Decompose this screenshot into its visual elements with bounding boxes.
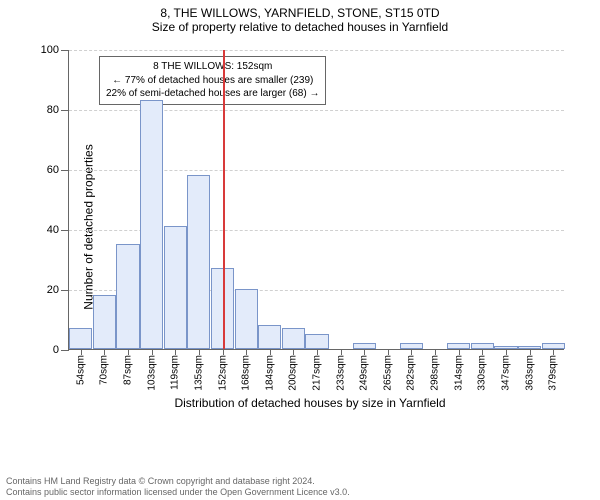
y-tick (61, 350, 69, 351)
x-tick-label: 249sqm (359, 355, 370, 391)
y-tick-label: 100 (41, 44, 59, 56)
x-tick-label: 135sqm (193, 355, 204, 391)
plot-area: 8 THE WILLOWS: 152sqm ← 77% of detached … (68, 50, 564, 350)
annotation-box: 8 THE WILLOWS: 152sqm ← 77% of detached … (99, 56, 326, 105)
page-title: 8, THE WILLOWS, YARNFIELD, STONE, ST15 0… (0, 0, 600, 20)
annotation-line3: 22% of semi-detached houses are larger (… (106, 87, 319, 101)
grid-line (69, 50, 564, 51)
x-tick-label: 363sqm (524, 355, 535, 391)
y-tick (61, 50, 69, 51)
y-tick-label: 60 (47, 164, 59, 176)
bar (116, 244, 139, 349)
x-tick-label: 298sqm (430, 355, 441, 391)
y-tick (61, 230, 69, 231)
x-tick-label: 70sqm (99, 355, 110, 385)
bar (164, 226, 187, 349)
footer: Contains HM Land Registry data © Crown c… (6, 476, 350, 499)
x-tick-label: 119sqm (170, 355, 181, 390)
x-tick-label: 314sqm (453, 355, 464, 391)
annotation-line2: ← 77% of detached houses are smaller (23… (106, 74, 319, 88)
bar (187, 175, 210, 349)
y-tick (61, 110, 69, 111)
x-tick-label: 87sqm (123, 355, 134, 385)
bar (69, 328, 92, 349)
x-tick-label: 282sqm (406, 355, 417, 391)
page-subtitle: Size of property relative to detached ho… (0, 20, 600, 34)
x-tick-label: 217sqm (312, 355, 323, 391)
y-tick-label: 80 (47, 104, 59, 116)
x-tick-label: 233sqm (335, 355, 346, 391)
x-tick-label: 265sqm (382, 355, 393, 391)
y-tick (61, 170, 69, 171)
bar (140, 100, 163, 349)
x-tick-label: 54sqm (75, 355, 86, 385)
footer-line1: Contains HM Land Registry data © Crown c… (6, 476, 350, 487)
y-tick-label: 20 (47, 284, 59, 296)
x-tick-label: 152sqm (217, 355, 228, 391)
y-tick-label: 0 (53, 344, 59, 356)
x-axis-label: Distribution of detached houses by size … (50, 396, 570, 410)
y-tick (61, 290, 69, 291)
x-tick-label: 103sqm (146, 355, 157, 391)
bar (305, 334, 328, 349)
footer-line2: Contains public sector information licen… (6, 487, 350, 498)
x-tick-label: 184sqm (264, 355, 275, 391)
x-tick-label: 168sqm (241, 355, 252, 391)
x-tick-label: 200sqm (288, 355, 299, 391)
bar (235, 289, 258, 349)
chart-container: Number of detached properties 8 THE WILL… (50, 42, 570, 412)
bar (93, 295, 116, 349)
reference-line (223, 50, 225, 349)
x-tick-label: 379sqm (548, 355, 559, 391)
bar (282, 328, 305, 349)
bar (258, 325, 281, 349)
y-tick-label: 40 (47, 224, 59, 236)
annotation-line1: 8 THE WILLOWS: 152sqm (106, 60, 319, 74)
x-tick-label: 330sqm (477, 355, 488, 391)
x-tick-label: 347sqm (500, 355, 511, 391)
